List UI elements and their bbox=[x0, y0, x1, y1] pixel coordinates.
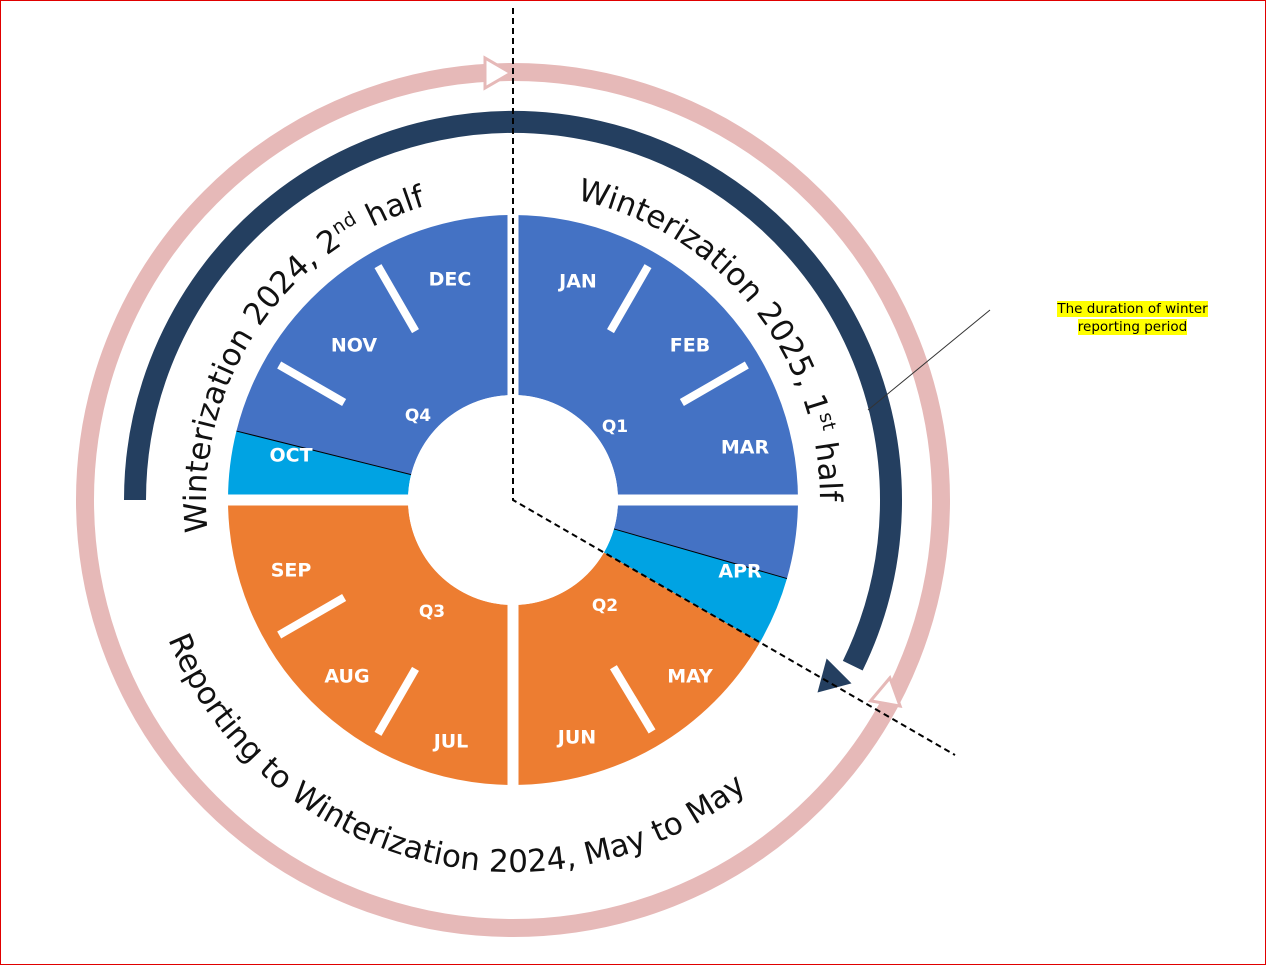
sector-q2 bbox=[513, 552, 760, 785]
callout-line: The duration of winter bbox=[1057, 301, 1208, 317]
sector-q3 bbox=[228, 500, 513, 785]
quarter-label: Q3 bbox=[419, 602, 445, 622]
ring-arrow bbox=[483, 55, 515, 91]
month-divider bbox=[374, 666, 419, 736]
month-label: JUN bbox=[556, 727, 596, 749]
quarter-label: Q2 bbox=[592, 596, 618, 616]
month-label: OCT bbox=[269, 445, 312, 467]
month-divider bbox=[374, 264, 419, 334]
month-divider bbox=[277, 594, 347, 639]
arc-text: half bbox=[805, 428, 848, 502]
month-divider bbox=[679, 361, 749, 406]
month-label: MAR bbox=[721, 437, 770, 459]
month-divider bbox=[610, 665, 656, 734]
winter-arc bbox=[124, 111, 902, 671]
quarter-label: Q4 bbox=[405, 406, 431, 426]
month-label: JAN bbox=[557, 271, 597, 293]
boundary-line bbox=[236, 430, 412, 476]
month-divider bbox=[277, 361, 347, 406]
sector-q4 bbox=[236, 215, 514, 475]
quarter-label: Q1 bbox=[602, 417, 628, 437]
month-label: APR bbox=[718, 561, 762, 583]
month-divider bbox=[607, 264, 652, 334]
month-label: DEC bbox=[429, 269, 472, 291]
dashed-divider bbox=[512, 8, 956, 756]
arc-text-sup: st bbox=[814, 410, 840, 433]
ring-arrow bbox=[867, 674, 903, 709]
month-label: FEB bbox=[670, 335, 710, 357]
sector-q1 bbox=[513, 215, 798, 500]
sector-apr-b bbox=[603, 528, 787, 643]
boundary-line bbox=[613, 528, 788, 580]
callout-line: reporting period bbox=[1077, 319, 1188, 335]
callout: The duration of winter reporting period bbox=[1010, 300, 1255, 336]
month-label: NOV bbox=[331, 335, 378, 357]
arc-text: half bbox=[350, 178, 429, 238]
sector-apr-a bbox=[613, 500, 798, 579]
month-label: SEP bbox=[271, 560, 312, 582]
callout-pointer bbox=[867, 309, 991, 411]
winter-arrow bbox=[817, 658, 852, 693]
month-label: JUL bbox=[432, 731, 469, 753]
month-label: AUG bbox=[324, 666, 369, 688]
sector-oct bbox=[228, 431, 412, 500]
month-label: MAY bbox=[667, 666, 713, 688]
